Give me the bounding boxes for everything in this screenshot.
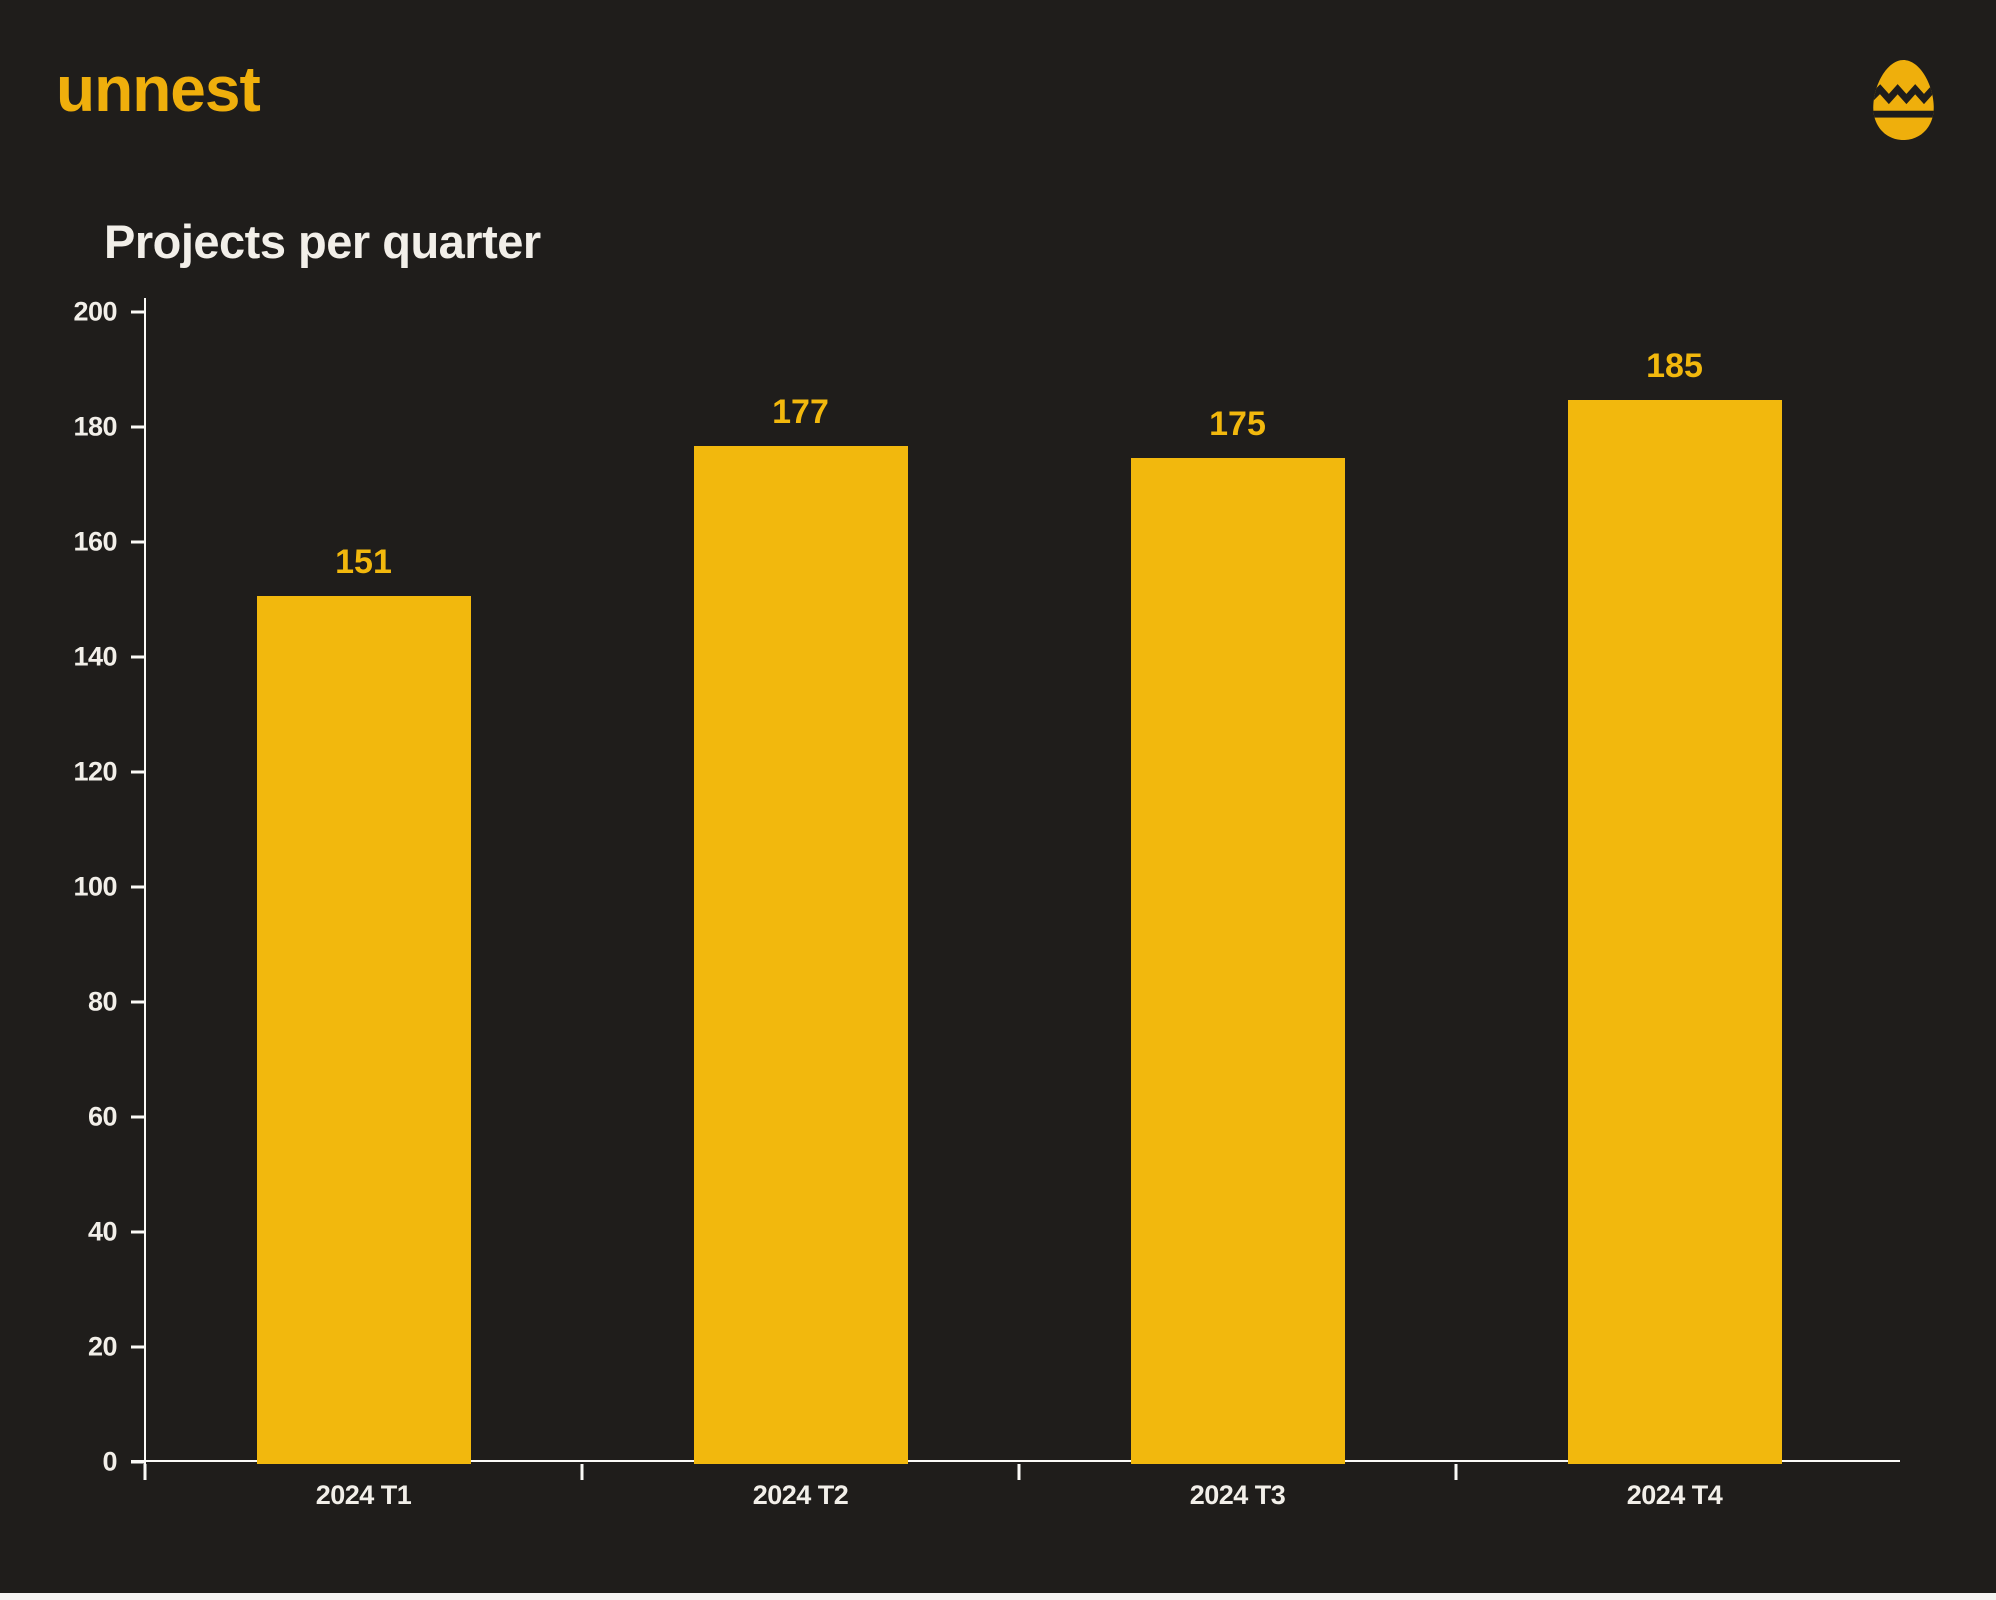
y-tick-label: 40 (87, 1216, 118, 1247)
x-boundary-tick (143, 1464, 147, 1480)
x-tick-label: 2024 T1 (315, 1480, 412, 1510)
chart-title: Projects per quarter (104, 215, 541, 268)
y-tick-label: 180 (73, 411, 117, 442)
x-axis: 2024 T1 2024 T2 2024 T3 2024 T4 (143, 1462, 1893, 1532)
category-cell: 185 (1456, 312, 1893, 1464)
x-boundary-tick (1454, 1464, 1458, 1480)
category-cell: 177 (582, 312, 1019, 1464)
y-tick-mark (131, 885, 145, 889)
x-axis-line (131, 1460, 1900, 1462)
bar-2024-t1[interactable] (256, 595, 471, 1464)
bar-2024-t3[interactable] (1130, 457, 1345, 1464)
y-tick-label: 20 (87, 1331, 118, 1362)
x-tick-label: 2024 T4 (1626, 1480, 1723, 1510)
y-tick-mark (131, 1345, 145, 1349)
y-tick-mark (131, 425, 145, 429)
y-tick-mark (131, 1115, 145, 1119)
y-tick-label: 120 (73, 756, 117, 787)
easter-egg-icon (1873, 60, 1934, 140)
x-boundary-tick (1017, 1464, 1021, 1480)
y-tick-mark (131, 1000, 145, 1004)
bottom-edge-strip (0, 1593, 1996, 1600)
y-tick-label: 100 (73, 871, 117, 902)
y-axis-line (144, 298, 146, 1464)
category-cell: 151 (145, 312, 582, 1464)
y-tick-label: 160 (73, 526, 117, 557)
y-tick-mark (131, 540, 145, 544)
y-tick-label: 60 (87, 1101, 118, 1132)
x-boundary-tick (580, 1464, 584, 1480)
y-tick-mark (131, 655, 145, 659)
category-cell: 175 (1019, 312, 1456, 1464)
bar-value-label: 177 (772, 393, 829, 432)
bar-2024-t4[interactable] (1567, 400, 1782, 1464)
brand-logo: unnest (56, 53, 261, 125)
plot-area: 151 177 175 185 (145, 312, 1893, 1464)
x-tick-label: 2024 T3 (1189, 1480, 1286, 1510)
bar-value-label: 151 (335, 542, 392, 581)
bar-value-label: 185 (1646, 347, 1703, 386)
bar-2024-t2[interactable] (693, 446, 908, 1464)
y-axis: 0 20 40 60 80 100 120 140 160 180 200 (0, 297, 145, 1477)
y-tick-label: 80 (87, 986, 118, 1017)
x-tick-label: 2024 T2 (752, 1480, 849, 1510)
y-tick-label: 200 (73, 296, 117, 327)
y-tick-label: 140 (73, 641, 117, 672)
y-tick-mark (131, 1230, 145, 1234)
y-tick-mark (131, 1460, 145, 1464)
y-tick-mark (131, 310, 145, 314)
y-tick-label: 0 (102, 1446, 117, 1477)
bar-value-label: 175 (1209, 404, 1266, 443)
y-tick-mark (131, 770, 145, 774)
